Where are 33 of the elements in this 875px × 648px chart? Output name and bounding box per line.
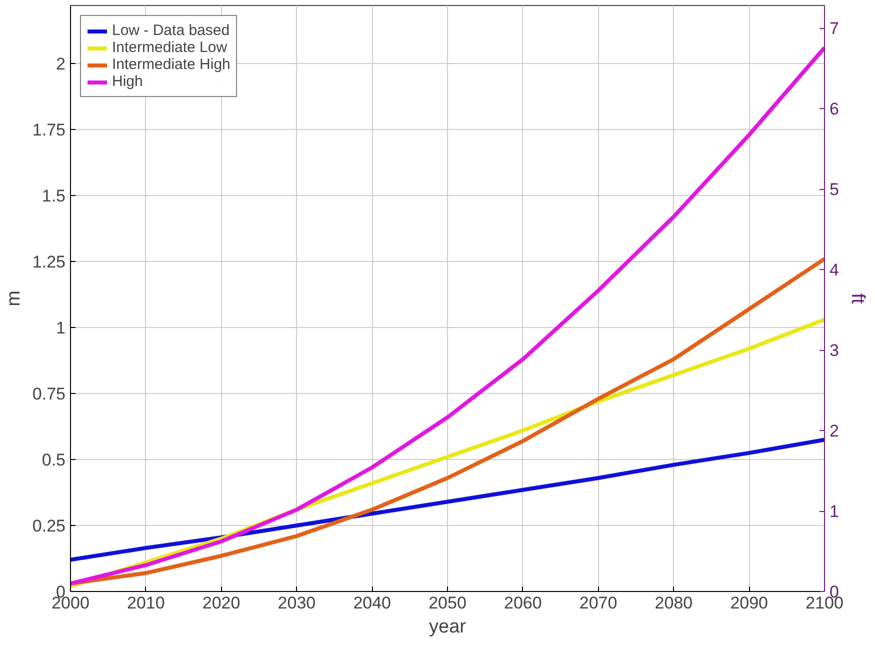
legend-label: Low - Data based (112, 22, 230, 39)
x-axis-title: year (429, 616, 467, 638)
x-tick-label: 2060 (504, 594, 542, 612)
y2-tick-label: 6 (830, 100, 839, 119)
x-tick-label: 2050 (428, 594, 466, 612)
x-tick-label: 2030 (278, 594, 316, 612)
y-tick-label: 2 (56, 54, 66, 74)
y-tick-label: 0.75 (32, 384, 66, 404)
x-tick-label: 2010 (126, 594, 165, 612)
legend-label: Intermediate Low (112, 39, 228, 56)
y2-tick-label: 7 (830, 19, 839, 38)
y2-tick-label: 4 (830, 260, 839, 280)
x-tick-label: 2070 (579, 594, 618, 612)
y-tick-label: 0.5 (42, 450, 66, 470)
y-axis-title: m (3, 290, 24, 306)
y-tick-label: 0.25 (32, 516, 66, 536)
legend-label: High (112, 73, 143, 90)
y2-tick-label: 3 (830, 341, 839, 360)
y-tick-label: 1.5 (42, 186, 66, 206)
y2-tick-label: 5 (830, 180, 839, 200)
line-series (70, 256, 824, 586)
y2-axis-title: ft (846, 293, 868, 304)
y-tick-label: 1 (56, 318, 66, 338)
legend-label: Intermediate High (112, 56, 230, 73)
y2-tick-label: 1 (830, 502, 839, 522)
line-series (70, 438, 824, 562)
y-tick-label: 1.25 (32, 252, 66, 272)
y-tick-label: 1.75 (32, 120, 66, 140)
y2-tick-label: 2 (830, 422, 839, 441)
x-tick-label: 2080 (654, 594, 693, 612)
x-tick-label: 2090 (730, 594, 768, 612)
x-tick-label: 2040 (353, 594, 392, 612)
x-tick-label: 2020 (202, 594, 240, 612)
